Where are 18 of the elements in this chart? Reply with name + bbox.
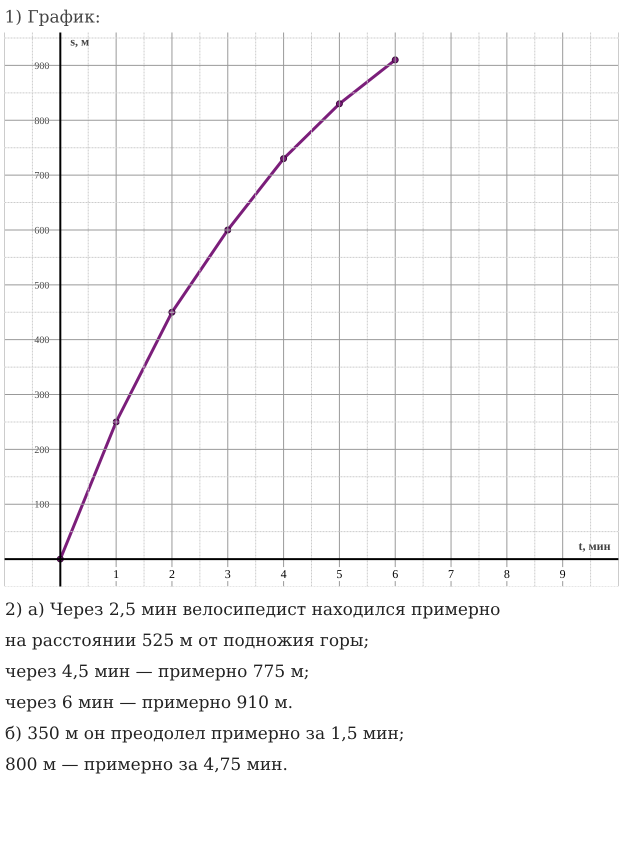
text: через 4,5 мин — примерно 775 м; xyxy=(5,662,310,682)
text: на расстоянии 525 м от подножия горы; xyxy=(5,631,370,651)
text: 2) а) Через 2,5 мин велосипедист находился примерно xyxy=(5,600,500,620)
x-tick-label: 4 xyxy=(280,567,287,582)
x-tick-label: 6 xyxy=(392,567,398,582)
x-tick-label: 1 xyxy=(113,567,120,582)
x-tick-label: 7 xyxy=(448,567,454,582)
text: б) 350 м он преодолел примерно за 1,5 мин; xyxy=(5,724,405,744)
text: 800 м — примерно за 4,75 мин. xyxy=(5,755,288,775)
x-tick-label: 9 xyxy=(560,567,566,582)
y-axis-title: s, м xyxy=(70,34,90,48)
text: через 6 мин — примерно 910 м. xyxy=(5,693,293,713)
x-tick-label: 5 xyxy=(336,567,342,582)
chart-title: 1) График: xyxy=(4,8,101,28)
x-tick-label: 3 xyxy=(224,567,231,582)
x-tick-label: 8 xyxy=(504,567,510,582)
x-axis-title: t, мин xyxy=(578,539,611,554)
x-tick-label: 2 xyxy=(168,567,175,582)
